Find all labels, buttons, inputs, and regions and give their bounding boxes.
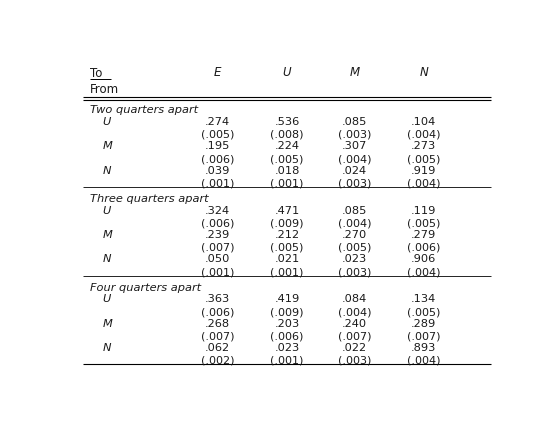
- Text: (.002): (.002): [201, 355, 234, 365]
- Text: (.007): (.007): [407, 331, 441, 341]
- Text: (.003): (.003): [338, 266, 371, 276]
- Text: (.006): (.006): [270, 331, 304, 341]
- Text: .471: .471: [274, 205, 300, 215]
- Text: (.001): (.001): [270, 355, 304, 365]
- Text: (.005): (.005): [338, 242, 371, 252]
- Text: .419: .419: [274, 294, 300, 304]
- Text: Four quarters apart: Four quarters apart: [90, 282, 200, 292]
- Text: (.001): (.001): [201, 178, 234, 188]
- Text: Three quarters apart: Three quarters apart: [90, 194, 208, 204]
- Text: .212: .212: [274, 230, 300, 240]
- Text: (.001): (.001): [270, 178, 304, 188]
- Text: M: M: [102, 318, 113, 328]
- Text: .062: .062: [205, 342, 230, 352]
- Text: .289: .289: [411, 318, 436, 328]
- Text: (.007): (.007): [201, 242, 234, 252]
- Text: .085: .085: [342, 117, 367, 127]
- Text: .307: .307: [342, 141, 367, 151]
- Text: .084: .084: [342, 294, 367, 304]
- Text: .085: .085: [342, 205, 367, 215]
- Text: (.001): (.001): [270, 266, 304, 276]
- Text: .279: .279: [411, 230, 436, 240]
- Text: (.004): (.004): [407, 178, 441, 188]
- Text: .104: .104: [411, 117, 436, 127]
- Text: .119: .119: [411, 205, 436, 215]
- Text: U: U: [102, 294, 111, 304]
- Text: (.005): (.005): [407, 307, 440, 317]
- Text: (.006): (.006): [201, 307, 234, 317]
- Text: .050: .050: [205, 254, 230, 264]
- Text: .268: .268: [205, 318, 230, 328]
- Text: .023: .023: [342, 254, 367, 264]
- Text: From: From: [90, 82, 119, 95]
- Text: .023: .023: [274, 342, 300, 352]
- Text: .536: .536: [274, 117, 300, 127]
- Text: (.004): (.004): [407, 130, 441, 140]
- Text: N: N: [419, 66, 428, 79]
- Text: (.006): (.006): [201, 154, 234, 164]
- Text: Two quarters apart: Two quarters apart: [90, 105, 198, 115]
- Text: (.009): (.009): [270, 218, 304, 228]
- Text: .022: .022: [342, 342, 367, 352]
- Text: (.003): (.003): [338, 178, 371, 188]
- Text: (.006): (.006): [407, 242, 440, 252]
- Text: .919: .919: [411, 165, 436, 175]
- Text: (.004): (.004): [338, 154, 371, 164]
- Text: M: M: [102, 230, 113, 240]
- Text: (.003): (.003): [338, 355, 371, 365]
- Text: N: N: [102, 254, 111, 264]
- Text: U: U: [283, 66, 291, 79]
- Text: (.006): (.006): [201, 218, 234, 228]
- Text: (.005): (.005): [270, 242, 304, 252]
- Text: (.005): (.005): [270, 154, 304, 164]
- Text: (.005): (.005): [407, 154, 440, 164]
- Text: To: To: [90, 67, 102, 80]
- Text: .893: .893: [411, 342, 436, 352]
- Text: .906: .906: [411, 254, 436, 264]
- Text: .273: .273: [411, 141, 436, 151]
- Text: .021: .021: [274, 254, 300, 264]
- Text: (.003): (.003): [338, 130, 371, 140]
- Text: E: E: [214, 66, 221, 79]
- Text: (.001): (.001): [201, 266, 234, 276]
- Text: (.004): (.004): [407, 355, 441, 365]
- Text: (.008): (.008): [270, 130, 304, 140]
- Text: .274: .274: [205, 117, 230, 127]
- Text: .195: .195: [205, 141, 230, 151]
- Text: U: U: [102, 205, 111, 215]
- Text: .039: .039: [205, 165, 230, 175]
- Text: N: N: [102, 165, 111, 175]
- Text: (.004): (.004): [407, 266, 441, 276]
- Text: M: M: [349, 66, 360, 79]
- Text: .240: .240: [342, 318, 367, 328]
- Text: .239: .239: [205, 230, 230, 240]
- Text: .224: .224: [274, 141, 300, 151]
- Text: N: N: [102, 342, 111, 352]
- Text: U: U: [102, 117, 111, 127]
- Text: .018: .018: [274, 165, 300, 175]
- Text: .134: .134: [411, 294, 436, 304]
- Text: .203: .203: [274, 318, 300, 328]
- Text: M: M: [102, 141, 113, 151]
- Text: (.004): (.004): [338, 218, 371, 228]
- Text: (.009): (.009): [270, 307, 304, 317]
- Text: (.007): (.007): [338, 331, 371, 341]
- Text: .024: .024: [342, 165, 367, 175]
- Text: .324: .324: [205, 205, 230, 215]
- Text: (.005): (.005): [407, 218, 440, 228]
- Text: .270: .270: [342, 230, 367, 240]
- Text: .363: .363: [205, 294, 230, 304]
- Text: (.005): (.005): [201, 130, 234, 140]
- Text: (.007): (.007): [201, 331, 234, 341]
- Text: (.004): (.004): [338, 307, 371, 317]
